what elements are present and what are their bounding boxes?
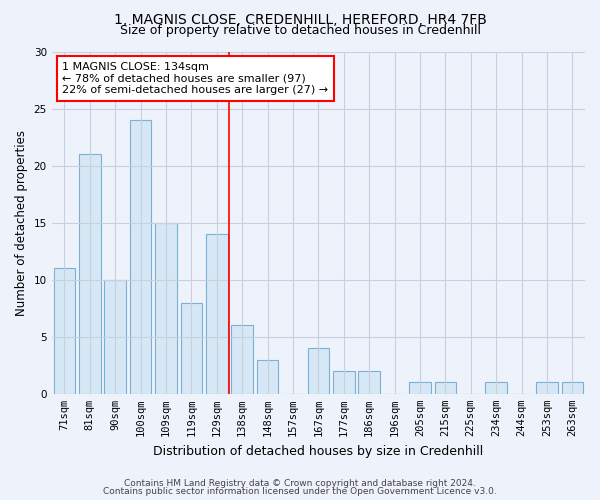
Text: 1, MAGNIS CLOSE, CREDENHILL, HEREFORD, HR4 7FB: 1, MAGNIS CLOSE, CREDENHILL, HEREFORD, H… [113, 12, 487, 26]
Bar [232, 326, 253, 394]
X-axis label: Distribution of detached houses by size in Credenhill: Distribution of detached houses by size … [153, 444, 484, 458]
Bar [485, 382, 507, 394]
Bar [562, 382, 583, 394]
Bar [409, 382, 431, 394]
Bar [333, 371, 355, 394]
Bar [206, 234, 227, 394]
Bar [53, 268, 75, 394]
Bar [181, 302, 202, 394]
Text: 1 MAGNIS CLOSE: 134sqm
← 78% of detached houses are smaller (97)
22% of semi-det: 1 MAGNIS CLOSE: 134sqm ← 78% of detached… [62, 62, 328, 95]
Text: Contains HM Land Registry data © Crown copyright and database right 2024.: Contains HM Land Registry data © Crown c… [124, 478, 476, 488]
Bar [434, 382, 456, 394]
Bar [358, 371, 380, 394]
Bar [79, 154, 101, 394]
Bar [130, 120, 151, 394]
Bar [155, 222, 177, 394]
Text: Contains public sector information licensed under the Open Government Licence v3: Contains public sector information licen… [103, 487, 497, 496]
Bar [104, 280, 126, 394]
Y-axis label: Number of detached properties: Number of detached properties [15, 130, 28, 316]
Bar [308, 348, 329, 394]
Text: Size of property relative to detached houses in Credenhill: Size of property relative to detached ho… [119, 24, 481, 37]
Bar [536, 382, 557, 394]
Bar [257, 360, 278, 394]
